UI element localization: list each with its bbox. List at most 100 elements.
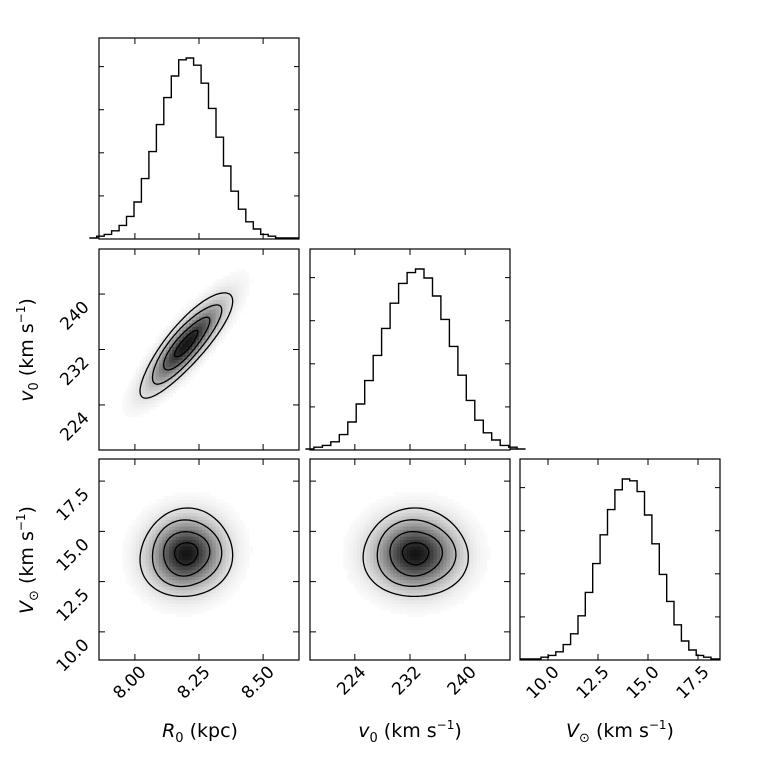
density-cell xyxy=(142,532,147,537)
density-cell xyxy=(476,552,481,557)
density-cell xyxy=(205,552,210,557)
density-cell xyxy=(463,512,468,517)
density-cell xyxy=(199,576,203,581)
density-cell xyxy=(155,389,160,394)
density-cell xyxy=(406,549,411,554)
density-cell xyxy=(232,285,237,290)
density-cell xyxy=(179,532,183,537)
density-cell xyxy=(376,576,381,581)
density-cell xyxy=(463,515,468,520)
density-cell xyxy=(139,362,143,367)
density-cell xyxy=(159,386,163,391)
density-cell xyxy=(376,582,381,587)
density-cell xyxy=(460,542,464,547)
density-cell xyxy=(212,559,217,564)
density-cell xyxy=(366,532,371,537)
density-cell xyxy=(383,582,388,587)
density-cell xyxy=(460,572,464,577)
density-cell xyxy=(446,556,451,561)
density-cell xyxy=(135,393,140,397)
density-cell xyxy=(199,295,203,300)
density-cell xyxy=(182,579,187,584)
density-cell xyxy=(433,606,438,611)
density-cell xyxy=(189,529,193,534)
density-cell xyxy=(380,566,384,571)
density-cell xyxy=(189,366,193,371)
density-cell xyxy=(182,589,187,594)
density-cell xyxy=(215,542,220,547)
density-cell xyxy=(460,549,464,554)
density-cell xyxy=(436,509,441,514)
density-cell xyxy=(373,556,378,561)
density-cell xyxy=(212,495,217,500)
density-cell xyxy=(393,562,398,567)
density-cell xyxy=(212,295,217,300)
density-cell xyxy=(182,492,187,497)
density-cell xyxy=(235,519,240,524)
density-cell xyxy=(172,356,177,361)
density-cell xyxy=(380,529,384,534)
density-cell xyxy=(346,556,351,561)
density-cell xyxy=(346,569,351,574)
density-cell xyxy=(169,342,173,347)
density-cell xyxy=(400,505,404,510)
density-cell xyxy=(182,572,187,577)
density-cell xyxy=(463,529,468,534)
density-cell xyxy=(383,596,388,601)
density-cell xyxy=(149,352,153,357)
density-cell xyxy=(420,546,424,551)
density-cell xyxy=(346,572,351,577)
density-cell xyxy=(132,372,137,377)
density-cell xyxy=(209,295,213,300)
density-cell xyxy=(456,566,461,571)
density-cell xyxy=(476,572,481,577)
density-cell xyxy=(139,379,143,384)
density-cell xyxy=(169,515,173,520)
density-cell xyxy=(386,559,391,564)
density-cell xyxy=(423,532,428,537)
density-cell xyxy=(229,272,233,277)
density-cell xyxy=(142,403,147,408)
density-cell xyxy=(215,299,220,304)
density-cell xyxy=(179,546,183,551)
density-cell xyxy=(235,512,240,517)
density-cell xyxy=(212,539,217,544)
density-cell xyxy=(199,589,203,594)
density-cell xyxy=(172,609,177,614)
density-cell xyxy=(443,586,448,591)
density-cell xyxy=(145,389,150,394)
density-cell xyxy=(122,569,127,574)
density-cell xyxy=(396,609,401,614)
density-cell xyxy=(400,609,404,614)
density-cell xyxy=(185,596,190,601)
density-cell xyxy=(446,505,451,510)
density-cell xyxy=(222,549,227,554)
x-tick-label-v0: 232 xyxy=(388,662,425,699)
density-cell xyxy=(235,279,240,284)
density-cell xyxy=(396,559,401,564)
density-cell xyxy=(189,586,193,591)
density-cell xyxy=(390,562,394,567)
density-cell xyxy=(353,579,358,584)
density-cell xyxy=(152,389,157,394)
density-cell xyxy=(152,376,157,381)
density-cell xyxy=(195,542,200,547)
density-cell xyxy=(215,522,220,527)
density-cell xyxy=(373,579,378,584)
density-cell xyxy=(192,312,197,317)
density-cell xyxy=(205,569,210,574)
density-cell xyxy=(199,606,203,611)
density-cell xyxy=(453,572,458,577)
density-cell xyxy=(212,596,217,601)
density-cell xyxy=(162,566,167,571)
density-cell xyxy=(426,519,431,524)
density-cell xyxy=(232,302,237,307)
density-cell xyxy=(433,599,438,604)
density-cell xyxy=(460,546,464,551)
density-cell xyxy=(386,542,391,547)
density-cell xyxy=(159,536,163,540)
density-cell xyxy=(145,562,150,567)
density-cell xyxy=(172,322,177,327)
density-cell xyxy=(430,505,434,510)
density-cell xyxy=(182,336,187,341)
